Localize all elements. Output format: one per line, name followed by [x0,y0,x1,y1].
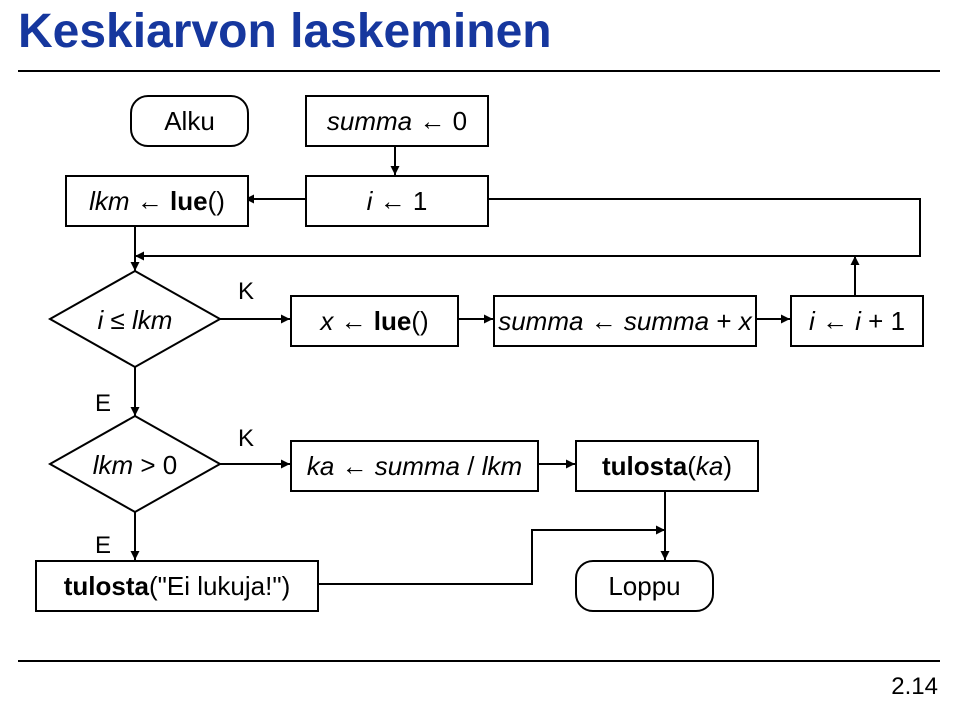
node-summa0: summa ← 0 [305,95,489,147]
node-lkmlue-text: lkm ← lue() [89,186,225,217]
node-tulei-text: tulosta("Ei lukuja!") [64,571,291,602]
edge-label-e1: E [95,390,111,418]
node-tulei: tulosta("Ei lukuja!") [35,560,319,612]
node-summax: summa ← summa + x [493,295,757,347]
edge-label-k1: K [238,278,254,306]
diamond-lkm0-text: lkm > 0 [60,450,210,481]
node-i1-text: i ← 1 [367,186,428,217]
rule-bottom [18,660,940,662]
node-kasumma: ka ← summa / lkm [290,440,539,492]
page-number-text: 2.14 [891,673,938,700]
node-loppu: Loppu [575,560,714,612]
node-xlue: x ← lue() [290,295,459,347]
node-tulka: tulosta(ka) [575,440,759,492]
edge-label-e1-text: E [95,390,111,417]
flowchart-page: Keskiarvon laskeminen Alku summa ← 0 lkm… [0,0,960,719]
node-alku: Alku [130,95,249,147]
node-lkmlue: lkm ← lue() [65,175,249,227]
diamond-lkm0-textspan: lkm > 0 [93,450,178,480]
node-ii1-text: i ← i + 1 [809,306,905,337]
diamond-ilkm-textspan: i ≤ lkm [98,305,173,335]
node-xlue-text: x ← lue() [320,306,428,337]
node-summa0-text: summa ← 0 [327,106,467,137]
node-i1: i ← 1 [305,175,489,227]
edge-label-k1-text: K [238,278,254,305]
page-number: 2.14 [891,673,938,701]
node-summax-text: summa ← summa + x [498,306,752,337]
edge-label-k2: K [238,425,254,453]
node-loppu-text: Loppu [608,571,680,602]
edge-label-e2: E [95,532,111,560]
edge-label-k2-text: K [238,425,254,452]
page-title: Keskiarvon laskeminen [18,4,552,59]
edge-label-e2-text: E [95,532,111,559]
node-ii1: i ← i + 1 [790,295,924,347]
title-text: Keskiarvon laskeminen [18,5,552,58]
diamond-ilkm-text: i ≤ lkm [60,305,210,336]
node-alku-text: Alku [164,106,215,137]
node-tulka-text: tulosta(ka) [602,451,732,482]
node-kasumma-text: ka ← summa / lkm [307,451,522,482]
rule-top [18,70,940,72]
